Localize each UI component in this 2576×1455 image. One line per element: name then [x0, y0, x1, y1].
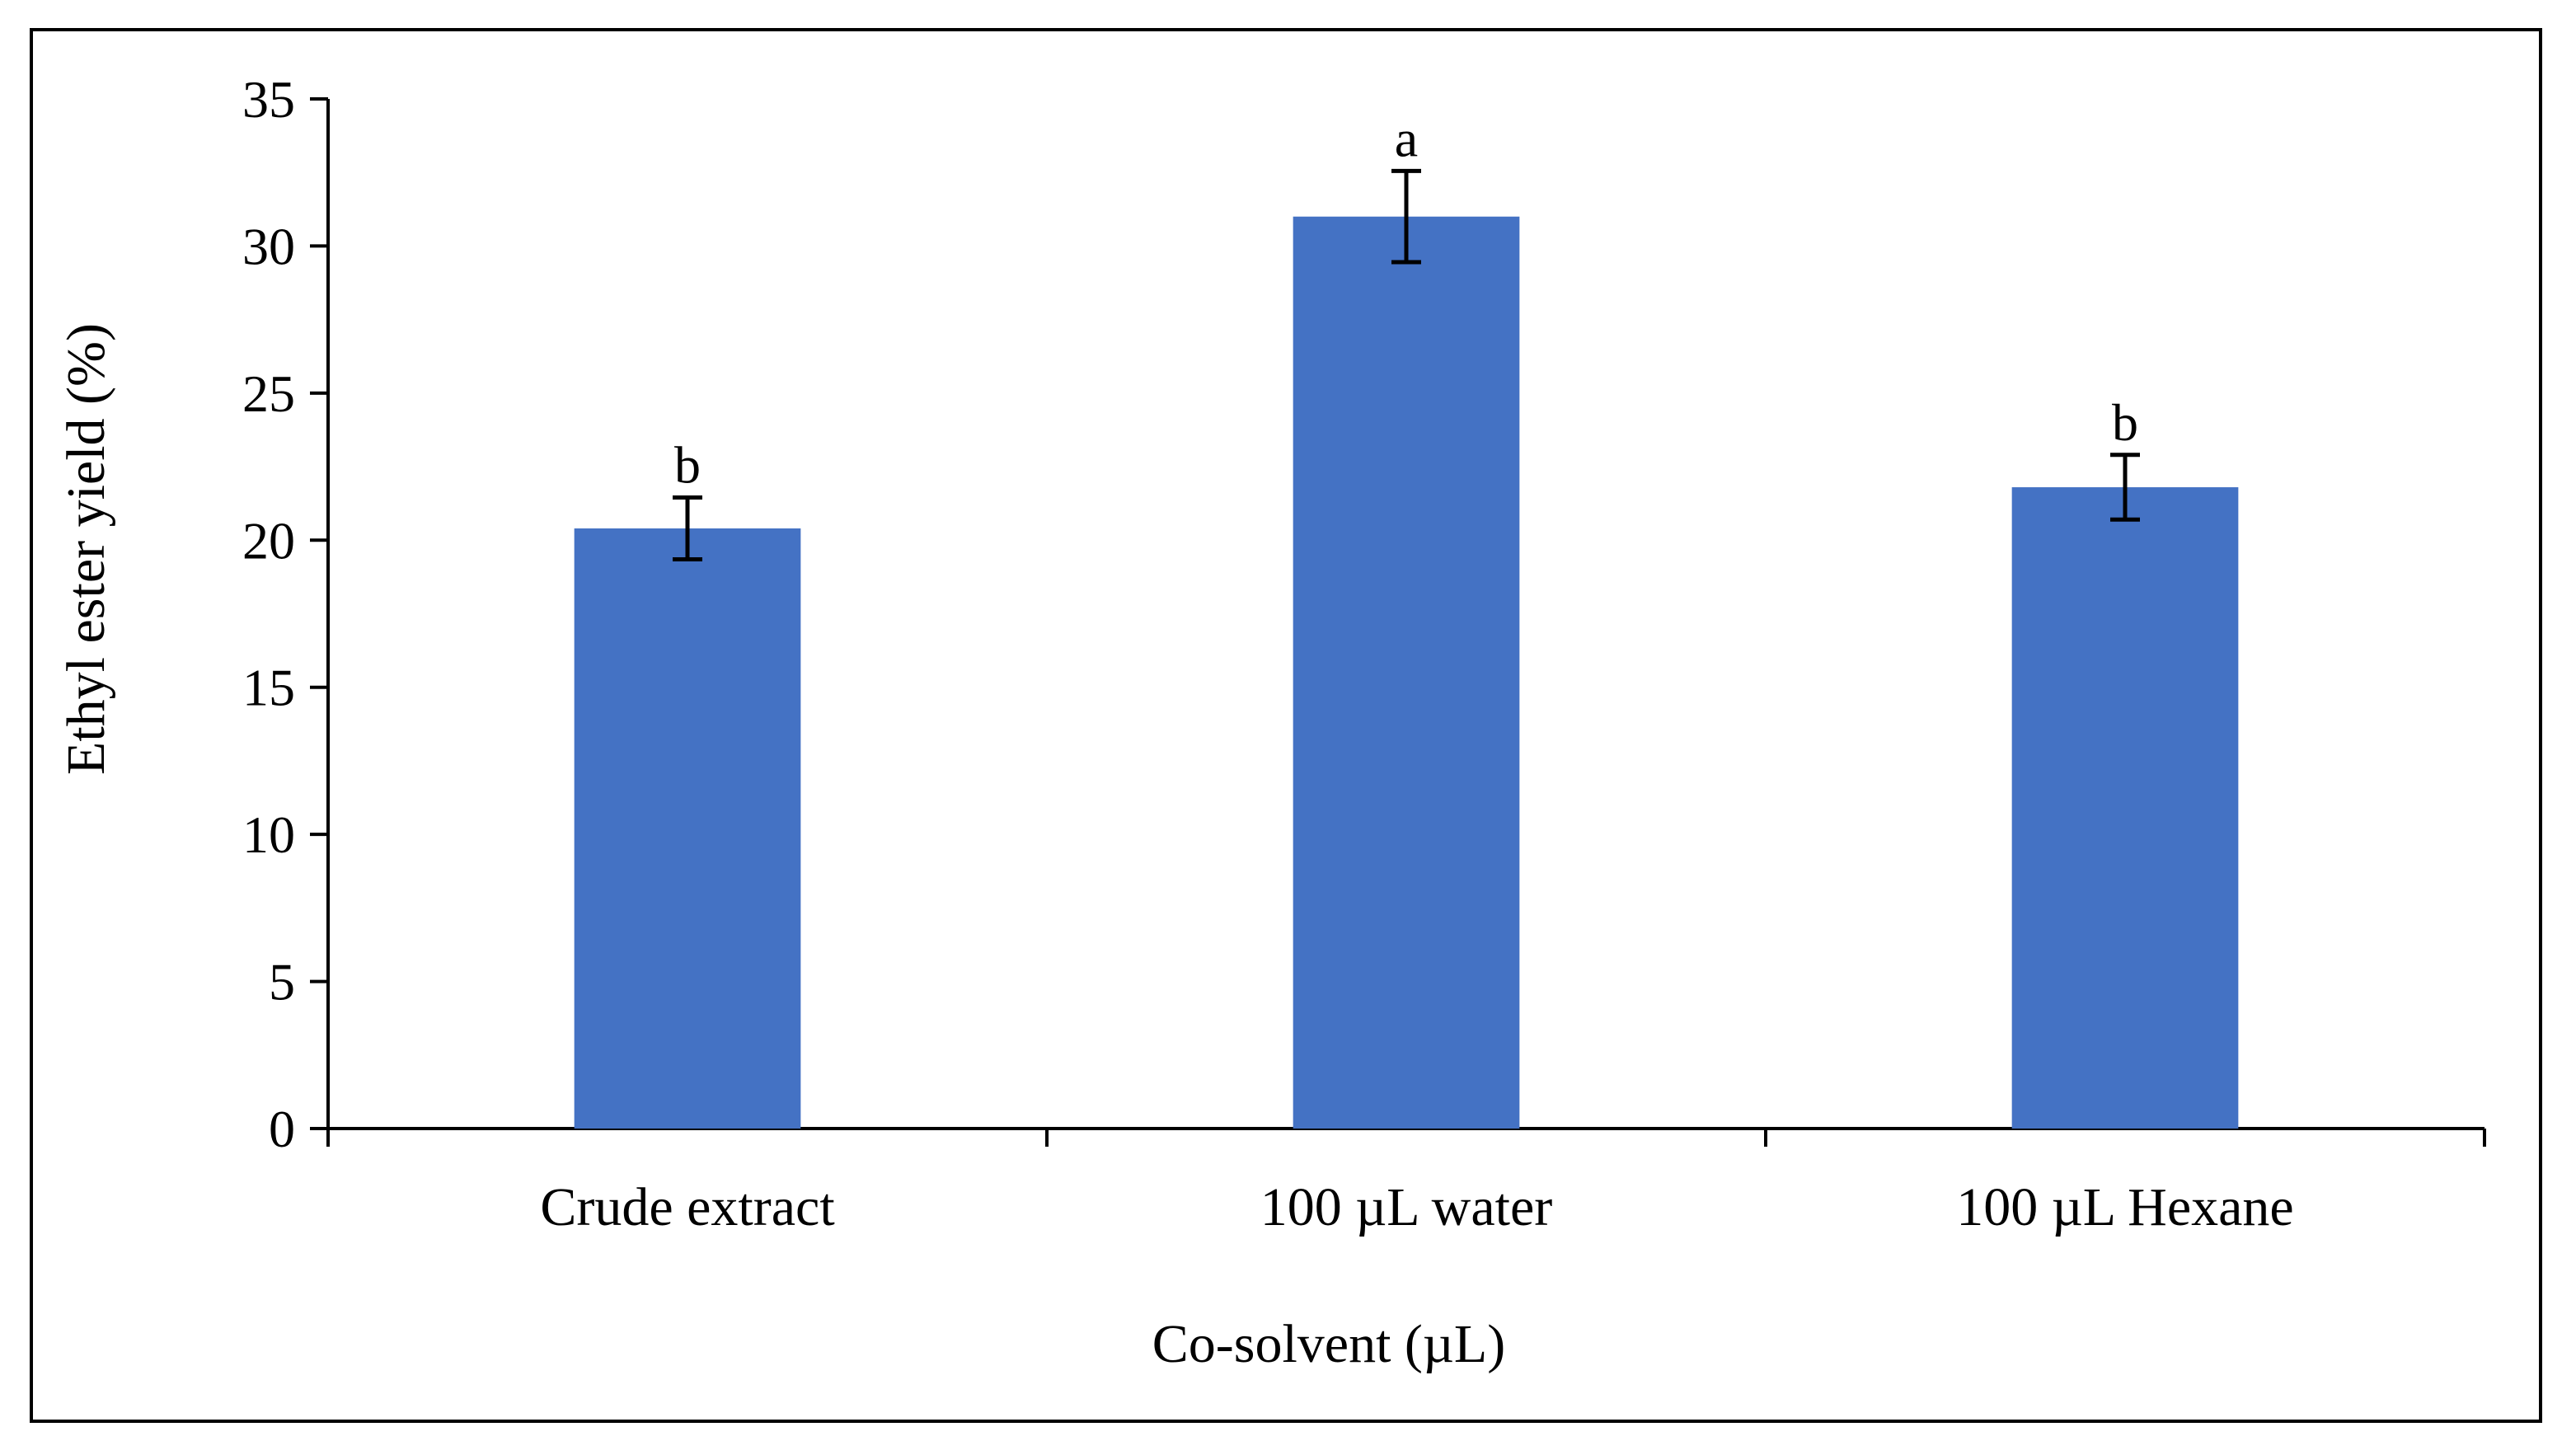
category-label: 100 µL Hexane: [1956, 1177, 2293, 1237]
significance-letter: a: [1395, 109, 1418, 167]
y-tick-label: 25: [242, 364, 295, 423]
significance-letter: b: [674, 436, 701, 495]
labels: b Crude extract a 100 µL water b 100 µL Hexan…: [540, 109, 2293, 1237]
category-label: 100 µL water: [1260, 1177, 1552, 1237]
y-tick-label: 5: [269, 953, 295, 1011]
bar-chart: 0 5 10 15 20 25 30 35 b Crude extract a 100 µL wat…: [56, 70, 2486, 1374]
bar: [574, 528, 801, 1129]
bar: [2011, 487, 2239, 1129]
error-bars: [673, 168, 2140, 561]
y-axis-title: Ethyl ester yield (%): [56, 323, 116, 775]
chart-frame: 0 5 10 15 20 25 30 35 b Crude extract a 100 µL wat…: [30, 28, 2542, 1423]
significance-letter: b: [2112, 393, 2138, 452]
y-tick-label: 10: [242, 805, 295, 864]
y-tick-label: 35: [242, 70, 295, 129]
y-tick-label: 15: [242, 659, 295, 717]
category-label: Crude extract: [540, 1177, 834, 1237]
x-axis-title: Co-solvent (µL): [1152, 1314, 1505, 1374]
bars: [574, 216, 2239, 1129]
y-tick-label: 0: [269, 1100, 295, 1158]
bar: [1293, 216, 1520, 1129]
y-tick-label: 30: [242, 217, 295, 275]
y-tick-label: 20: [242, 511, 295, 570]
